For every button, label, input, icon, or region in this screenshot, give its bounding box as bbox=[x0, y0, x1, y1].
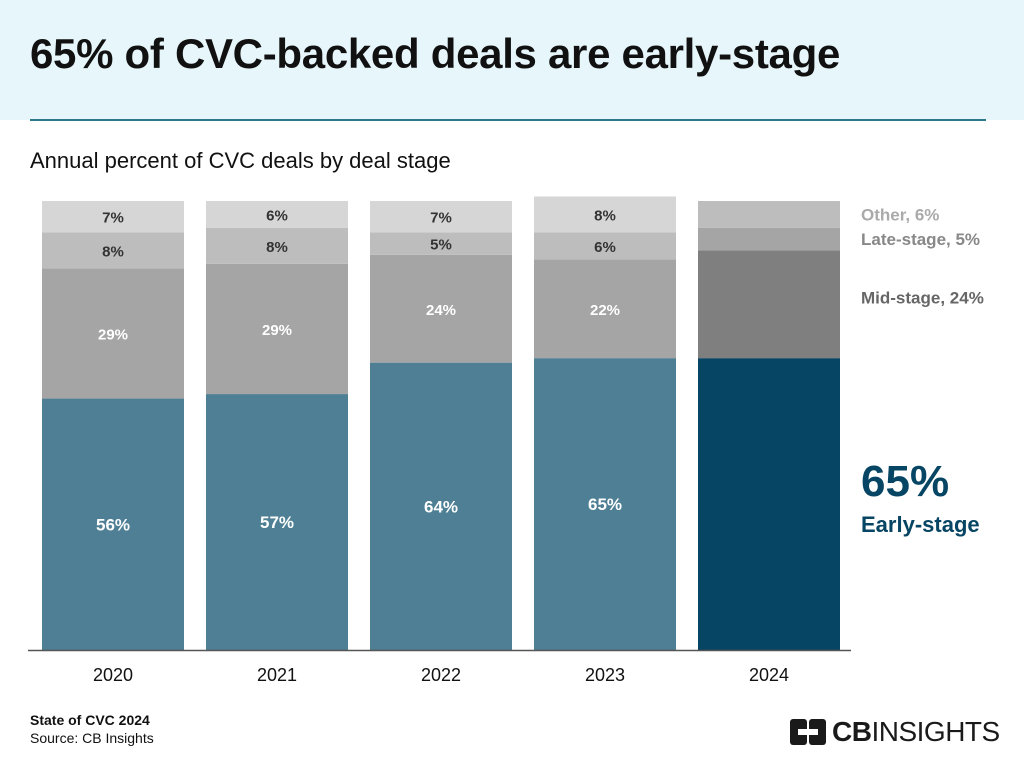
cb-logo-icon bbox=[790, 719, 826, 745]
x-tick-label-2022: 2022 bbox=[421, 665, 461, 685]
data-label-other-2021: 6% bbox=[266, 207, 288, 224]
data-label-other-2020: 7% bbox=[102, 210, 124, 227]
bar-segment-other-2023 bbox=[534, 196, 676, 233]
data-label-early-stage-2023: 65% bbox=[588, 495, 622, 514]
data-label-other-2023: 8% bbox=[594, 207, 616, 224]
data-label-mid-stage-2021: 29% bbox=[262, 322, 292, 339]
bar-segment-mid-stage-2020 bbox=[42, 268, 184, 399]
data-label-late-stage-2023: 6% bbox=[594, 239, 616, 256]
x-tick-label-2023: 2023 bbox=[585, 665, 625, 685]
header-band: 65% of CVC-backed deals are early-stage bbox=[0, 0, 1024, 120]
bar-segment-early-stage-2023 bbox=[534, 358, 676, 650]
legend-value-early-stage: 65% bbox=[861, 457, 949, 506]
bar-segment-early-stage-2024 bbox=[698, 358, 840, 650]
legend-label-other: Other, 6% bbox=[861, 205, 939, 224]
legend-label-mid-stage: Mid-stage, 24% bbox=[861, 288, 984, 307]
legend-label-early-stage: Early-stage bbox=[861, 512, 980, 537]
bar-segment-early-stage-2022 bbox=[370, 362, 512, 650]
data-label-mid-stage-2023: 22% bbox=[590, 302, 620, 319]
x-tick-label-2020: 2020 bbox=[93, 665, 133, 685]
chart-subtitle: Annual percent of CVC deals by deal stag… bbox=[30, 148, 451, 173]
logo-rest-text: INSIGHTS bbox=[871, 716, 1000, 747]
source-block: State of CVC 2024 Source: CB Insights bbox=[30, 712, 154, 746]
bar-segment-late-stage-2020 bbox=[42, 232, 184, 269]
bar-segment-other-2022 bbox=[370, 201, 512, 233]
bar-segment-other-2021 bbox=[206, 201, 348, 228]
x-tick-label-2024: 2024 bbox=[749, 665, 789, 685]
data-label-early-stage-2021: 57% bbox=[260, 513, 294, 532]
data-label-mid-stage-2022: 24% bbox=[426, 302, 456, 319]
bar-segment-early-stage-2021 bbox=[206, 394, 348, 650]
bar-segment-mid-stage-2023 bbox=[534, 259, 676, 359]
data-label-late-stage-2020: 8% bbox=[102, 243, 124, 260]
report-name: State of CVC 2024 bbox=[30, 712, 150, 728]
bar-segment-other-2020 bbox=[42, 201, 184, 233]
bar-segment-mid-stage-2021 bbox=[206, 263, 348, 395]
title-divider bbox=[30, 119, 986, 121]
stacked-bar-chart: 56% 29% 8% 7% 2020 57% 29% 8% 6% 2021 64% 24% 5% 7% 20… bbox=[28, 196, 984, 685]
data-label-late-stage-2021: 8% bbox=[266, 239, 288, 256]
data-label-early-stage-2020: 56% bbox=[96, 515, 130, 534]
bar-segment-mid-stage-2024 bbox=[698, 250, 840, 359]
bar-segment-late-stage-2023 bbox=[534, 232, 676, 260]
data-label-mid-stage-2020: 29% bbox=[98, 326, 128, 343]
bar-segment-other-2024 bbox=[698, 201, 840, 228]
page-title: 65% of CVC-backed deals are early-stage bbox=[30, 30, 841, 77]
data-label-early-stage-2022: 64% bbox=[424, 497, 458, 516]
x-tick-label-2021: 2021 bbox=[257, 665, 297, 685]
cb-insights-logo: CBINSIGHTS bbox=[790, 716, 1000, 748]
logo-bold-text: CB bbox=[832, 716, 872, 747]
bar-segment-late-stage-2024 bbox=[698, 227, 840, 251]
source-text: Source: CB Insights bbox=[30, 730, 154, 746]
data-label-late-stage-2022: 5% bbox=[430, 237, 452, 254]
bar-segment-late-stage-2022 bbox=[370, 232, 512, 255]
legend-label-late-stage: Late-stage, 5% bbox=[861, 230, 980, 249]
bar-segment-mid-stage-2022 bbox=[370, 254, 512, 363]
bar-segment-early-stage-2020 bbox=[42, 398, 184, 650]
data-label-other-2022: 7% bbox=[430, 210, 452, 227]
logo-wordmark: CBINSIGHTS bbox=[832, 716, 1000, 748]
bar-segment-late-stage-2021 bbox=[206, 227, 348, 264]
